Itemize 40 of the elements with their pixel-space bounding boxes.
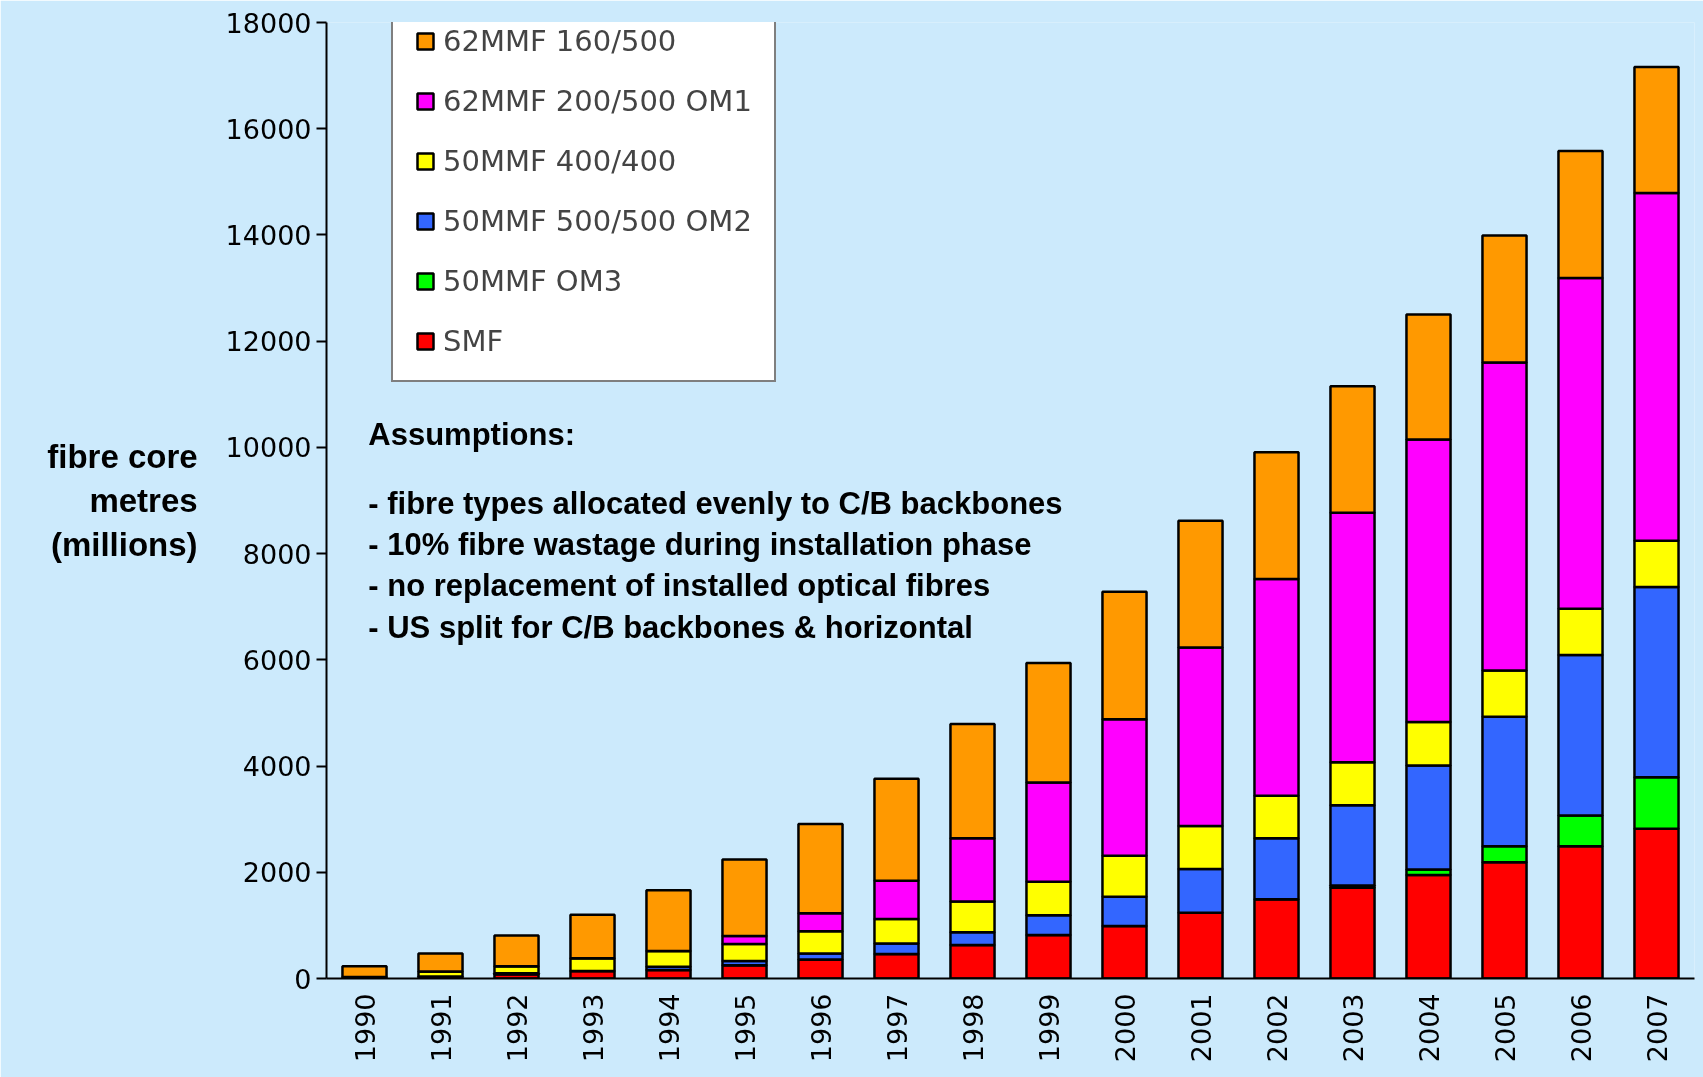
legend-label: 62MMF 160/500	[443, 24, 677, 58]
x-tick-label: 1997	[881, 993, 913, 1063]
y-tick-label: 8000	[242, 538, 312, 570]
x-tick-label: 1992	[501, 993, 533, 1063]
x-tick-label: 1993	[577, 993, 609, 1063]
legend-label: 50MMF 500/500 OM2	[443, 204, 752, 238]
x-tick-label: 1994	[653, 993, 685, 1063]
y-tick-label: 12000	[225, 326, 312, 358]
y-tick-label: 2000	[242, 857, 312, 889]
x-tick-label: 2005	[1489, 993, 1521, 1063]
y-tick-label: 16000	[225, 113, 312, 145]
x-tick-label: 2000	[1109, 993, 1141, 1063]
annotation: Assumptions:	[368, 417, 575, 453]
annotation: - fibre types allocated evenly to C/B backbones	[368, 485, 1063, 521]
legend-label: 50MMF OM3	[443, 264, 623, 298]
y-tick-label: 14000	[225, 219, 312, 251]
x-tick-label: 2003	[1337, 993, 1369, 1063]
y-axis-title: fibre core metres (millions)	[47, 437, 198, 564]
x-tick-label: 2007	[1641, 993, 1673, 1063]
annotation: - no replacement of installed optical fibres	[368, 568, 991, 604]
annotation: - US split for C/B backbones & horizontal	[368, 609, 973, 645]
x-tick-label: 2002	[1261, 993, 1293, 1063]
y-tick-label: 10000	[225, 432, 312, 464]
y-tick-label: 6000	[242, 644, 312, 676]
legend-label: 62MMF 200/500 OM1	[443, 84, 752, 118]
x-tick-label: 2004	[1413, 993, 1445, 1063]
x-tick-label: 1996	[805, 993, 837, 1063]
x-tick-label: 1998	[957, 993, 989, 1063]
x-tick-label: 2001	[1185, 993, 1217, 1063]
x-tick-label: 2006	[1565, 993, 1597, 1063]
y-tick-label: 18000	[225, 7, 312, 39]
x-tick-label: 1991	[425, 993, 457, 1063]
legend-label: 50MMF 400/400	[443, 144, 677, 178]
x-tick-label: 1990	[349, 993, 381, 1063]
x-tick-label: 1995	[729, 993, 761, 1063]
y-tick-label: 0	[294, 963, 312, 995]
annotation: - 10% fibre wastage during installation phase	[368, 527, 1032, 563]
y-tick-label: 4000	[242, 751, 312, 783]
legend-label: SMF	[443, 324, 504, 358]
x-tick-label: 1999	[1033, 993, 1065, 1063]
